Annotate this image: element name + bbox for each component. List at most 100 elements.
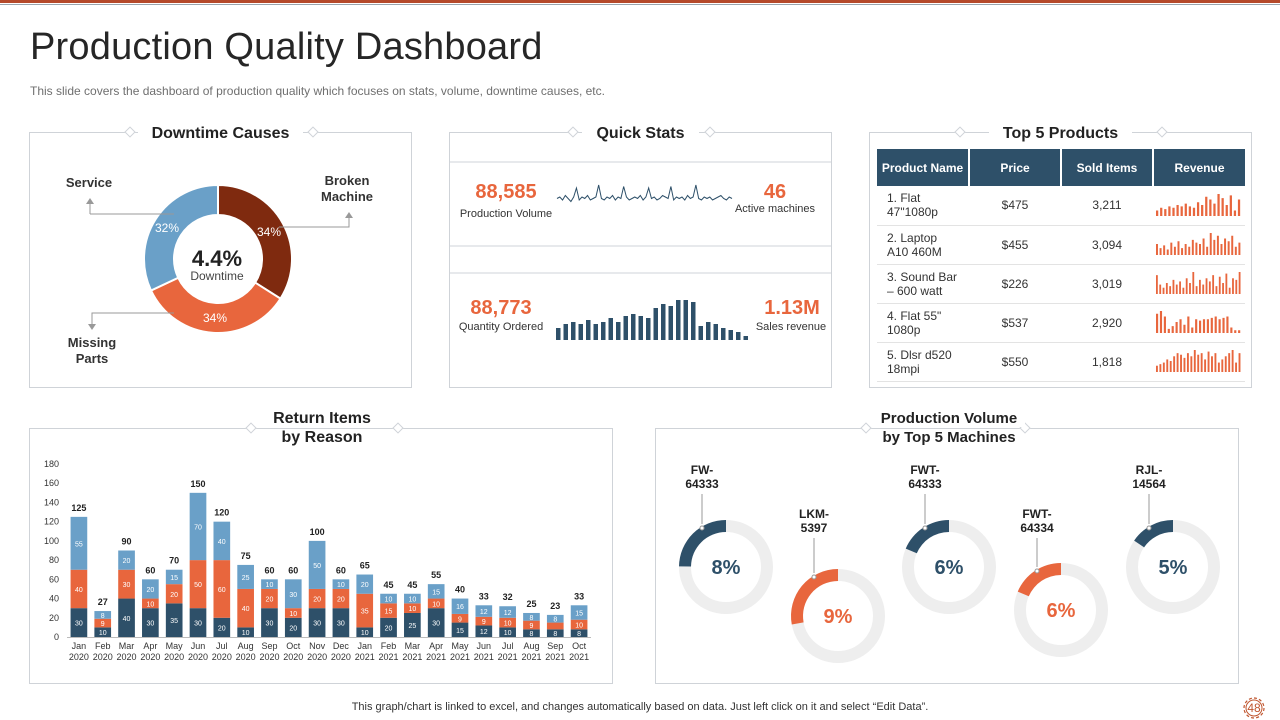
revenue-bar (1180, 354, 1182, 372)
bar-total-label: 125 (71, 503, 86, 513)
bar-segment (546, 629, 564, 637)
bar-segment (475, 625, 493, 637)
revenue-bar (1165, 283, 1168, 294)
table-row: 2. Laptop A10 460M $455 3,094 (877, 225, 1245, 265)
revenue-bar (1167, 328, 1170, 333)
x-tick-label: Feb (95, 641, 111, 651)
bar-segment-label: 20 (123, 558, 131, 565)
bar-segment-label: 10 (337, 582, 345, 589)
revenue-bar (1156, 313, 1159, 333)
product-name-cell: 5. Dlsr d520 18mpi (877, 342, 969, 382)
revenue-sparkbars (1156, 311, 1241, 333)
donut-value-label: 6% (935, 557, 964, 579)
revenue-bar (1159, 284, 1162, 294)
machine-name-l2: 14564 (1132, 477, 1166, 491)
quick-stats-content: 88,585 Production Volume 46 Active machi… (449, 161, 832, 340)
bar-segment-label: 20 (385, 625, 393, 632)
segment-pct-missing: 34% (203, 311, 227, 325)
x-tick-label: Aug (238, 641, 254, 651)
bar-segment-label: 10 (242, 630, 250, 637)
mini-bar (683, 300, 688, 340)
bar-segment-label: 20 (218, 625, 226, 632)
revenue-bar (1172, 207, 1175, 216)
bar-total-label: 60 (336, 565, 346, 575)
mini-bar (638, 316, 643, 340)
revenue-bar (1226, 316, 1229, 333)
revenue-bar (1176, 204, 1179, 216)
active-machines-value: 46 (764, 181, 786, 203)
revenue-bar (1180, 206, 1183, 216)
mini-bar (728, 330, 733, 340)
bar-segment (499, 617, 516, 628)
bar-segment-label: 9 (530, 623, 534, 630)
bar-segment (475, 605, 493, 617)
bar-segment (94, 627, 112, 637)
bar-segment (213, 560, 231, 618)
bar-total-label: 60 (145, 565, 155, 575)
x-tick-label: 2020 (212, 652, 232, 662)
top-products-table: Product Name Price Sold Items Revenue 1.… (877, 149, 1245, 382)
x-tick-label: 2020 (259, 652, 279, 662)
downtime-causes-panel: Downtime Causes (29, 125, 412, 388)
bar-total-label: 60 (264, 565, 274, 575)
revenue-sparkbars (1156, 350, 1241, 372)
bar-total-label: 23 (550, 601, 560, 611)
revenue-bar (1206, 319, 1209, 333)
mini-bar (676, 300, 681, 340)
bar-segment (380, 593, 397, 604)
revenue-bar (1202, 238, 1205, 255)
revenue-bar (1163, 316, 1166, 333)
bar-segment-label: 30 (194, 621, 202, 628)
revenue-bar (1231, 350, 1234, 372)
bar-segment (284, 579, 302, 609)
bar-segment (523, 629, 540, 637)
bar-segment (404, 603, 421, 613)
revenue-bar (1204, 359, 1207, 372)
bar-segment (308, 588, 326, 609)
bar-segment-label: 30 (313, 621, 321, 628)
mini-bar (623, 316, 628, 340)
footer-note: This graph/chart is linked to excel, and… (351, 701, 929, 713)
bar-segment (142, 579, 159, 599)
revenue-bar (1205, 196, 1208, 216)
revenue-bar (1200, 353, 1203, 372)
mini-bar (668, 306, 673, 340)
mini-bar (586, 320, 591, 340)
bar-segment-label: 10 (385, 597, 393, 604)
revenue-bar (1207, 351, 1210, 372)
page-subtitle: This slide covers the dashboard of produ… (30, 84, 605, 98)
revenue-bar (1224, 356, 1227, 372)
revenue-bar (1160, 207, 1163, 216)
machine-connector-dot (699, 525, 705, 531)
revenue-bar (1168, 206, 1171, 216)
machine-connector-dot (922, 525, 928, 531)
x-tick-label: Apr (143, 641, 157, 651)
revenue-bar (1209, 233, 1212, 255)
bar-segment (94, 611, 112, 619)
revenue-bar (1230, 327, 1233, 333)
revenue-bar (1183, 357, 1186, 372)
product-name-cell: 4. Flat 55" 1080p (877, 303, 969, 343)
price-cell: $475 (969, 186, 1061, 226)
bar-segment (118, 569, 135, 599)
revenue-bar (1235, 279, 1238, 294)
bar-segment-label: 20 (266, 597, 274, 604)
revenue-bar (1184, 203, 1187, 216)
sold-items-cell: 3,094 (1061, 225, 1153, 265)
bar-segment (237, 564, 254, 589)
mini-bar (646, 318, 651, 340)
y-tick-label: 100 (44, 536, 59, 546)
bar-segment-label: 30 (123, 582, 131, 589)
revenue-sparkbar-cell (1153, 303, 1245, 343)
bar-segment-label: 10 (504, 621, 512, 628)
bar-segment-label: 20 (170, 592, 178, 599)
bar-segment (546, 614, 564, 623)
bar-segment (499, 606, 516, 618)
x-tick-label: 2021 (498, 652, 518, 662)
sold-items-cell: 2,920 (1061, 303, 1153, 343)
sales-revenue-label: Sales revenue (756, 321, 826, 333)
revenue-bar (1195, 319, 1198, 333)
bar-total-label: 70 (169, 556, 179, 566)
y-tick-label: 0 (54, 632, 59, 642)
bar-segment-label: 20 (361, 582, 369, 589)
